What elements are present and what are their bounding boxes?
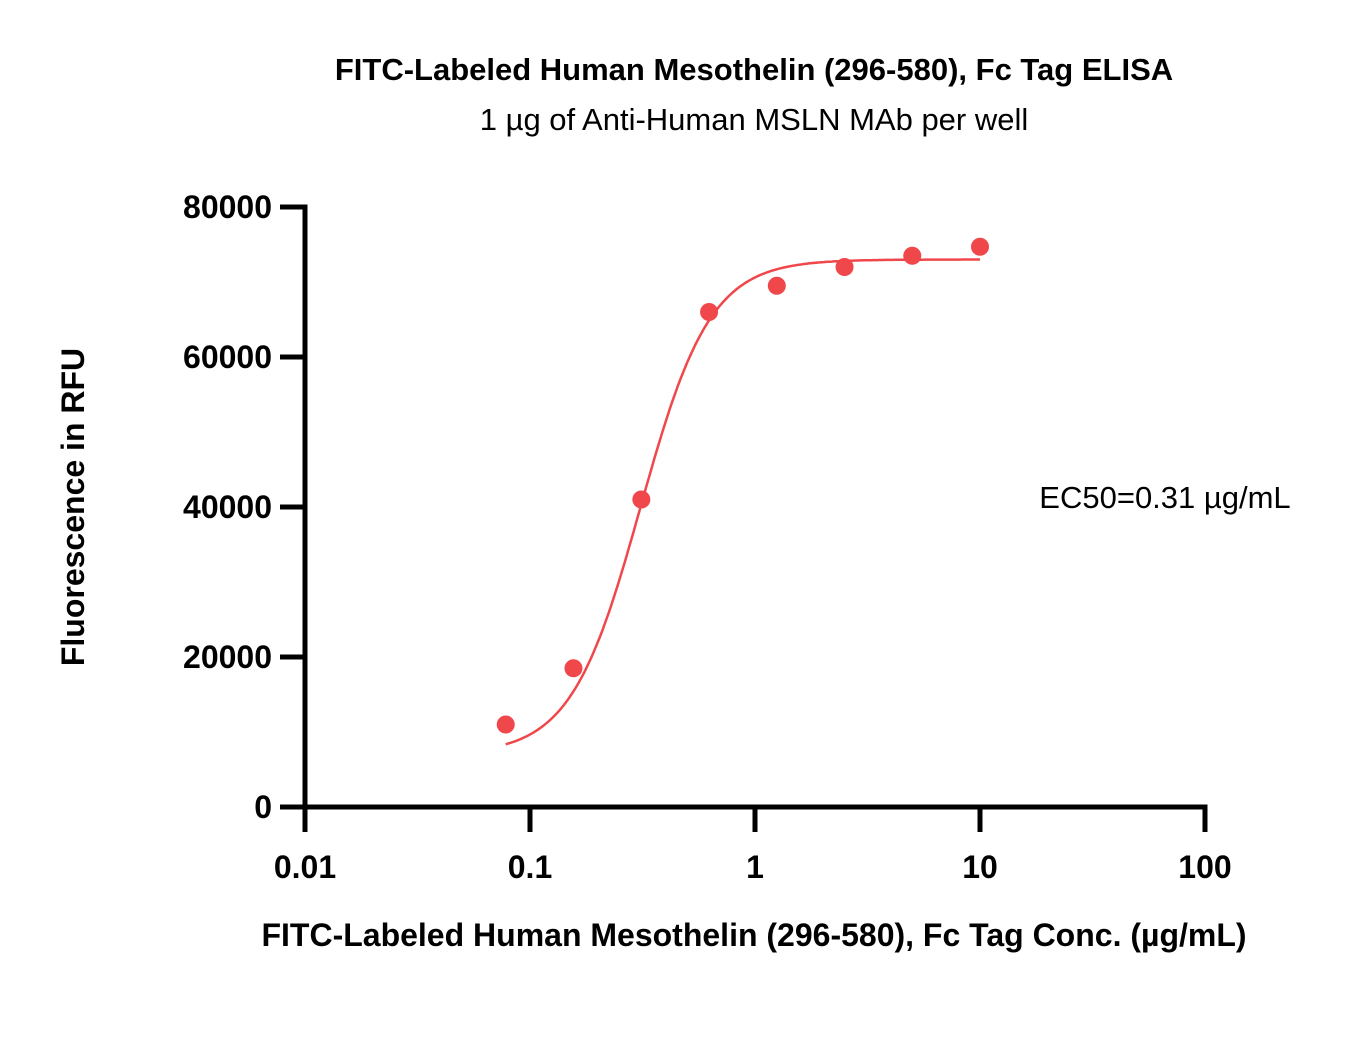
data-point	[767, 276, 786, 295]
x-tick-label: 100	[1178, 849, 1231, 885]
fit-curve	[505, 258, 980, 746]
data-point	[564, 659, 583, 678]
y-tick-label: 60000	[183, 339, 272, 375]
y-ticks: 0 20000 40000 60000 80000	[183, 189, 305, 825]
y-axis-label: Fluorescence in RFU	[55, 348, 91, 666]
chart-subtitle: 1 µg of Anti-Human MSLN MAb per well	[480, 102, 1029, 137]
data-points	[496, 237, 989, 734]
ec50-annotation: EC50=0.31 µg/mL	[1039, 480, 1290, 515]
y-tick-label: 0	[254, 789, 272, 825]
x-tick-label: 1	[746, 849, 764, 885]
x-ticks: 0.01 0.1 1 10 100	[274, 807, 1232, 885]
data-point	[496, 715, 515, 734]
x-tick-label: 0.01	[274, 849, 336, 885]
y-tick-label: 80000	[183, 189, 272, 225]
data-point	[903, 246, 922, 265]
data-point	[632, 490, 651, 509]
data-point	[971, 237, 989, 256]
data-point	[835, 258, 854, 276]
chart-title: FITC-Labeled Human Mesothelin (296-580),…	[335, 52, 1173, 87]
x-tick-label: 10	[962, 849, 998, 885]
x-axis-label: FITC-Labeled Human Mesothelin (296-580),…	[261, 917, 1246, 953]
y-tick-label: 40000	[183, 489, 272, 525]
y-tick-label: 20000	[183, 639, 272, 675]
data-point	[700, 303, 719, 321]
x-tick-label: 0.1	[508, 849, 552, 885]
